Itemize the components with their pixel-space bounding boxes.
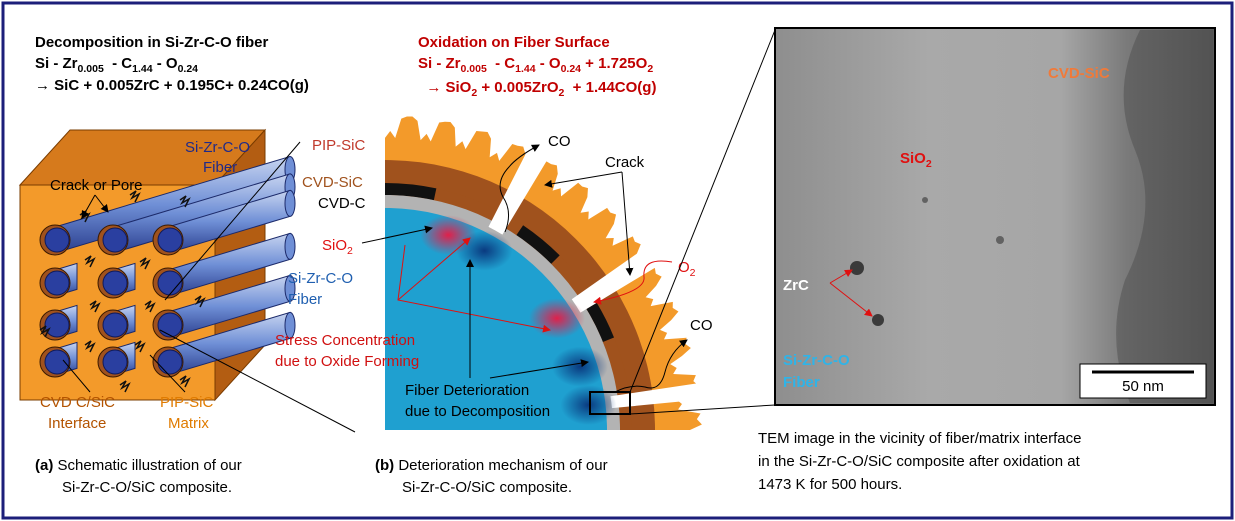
label: Crack (605, 154, 645, 171)
fiber-face (158, 350, 182, 374)
label: Si-Zr-C-O (288, 270, 353, 287)
label: CVD-SiC (302, 174, 363, 191)
subscript: 0.24 (561, 63, 582, 75)
subscript: 0.005 (461, 63, 487, 75)
heading: Oxidation on Fiber Surface (418, 34, 610, 51)
label: Si-Zr-C-O (185, 139, 250, 156)
fiber-face (45, 313, 69, 337)
label: Si-Zr-C-O (783, 352, 850, 369)
fiber-end (285, 190, 295, 216)
text-part: → SiO (418, 79, 472, 96)
text-part: - O (536, 55, 561, 72)
fiber-face (45, 350, 69, 374)
text-part: Deterioration mechanism of our (398, 457, 607, 474)
reaction: → SiC + 0.005ZrC + 0.195C+ 0.24CO(g) (35, 77, 309, 94)
caption: Si-Zr-C-O/SiC composite. (402, 479, 572, 496)
fiber-face (158, 313, 182, 337)
formula: Si - Zr0.005 - C1.44 - O0.24 (35, 55, 198, 75)
text-part: + 1.44CO(g) (564, 79, 656, 96)
text-part: (b) (375, 457, 394, 474)
text-part: SiO (322, 237, 347, 254)
label: CO (548, 133, 571, 150)
heading: Decomposition in Si-Zr-C-O fiber (35, 34, 268, 51)
label: Matrix (168, 415, 209, 432)
text-part: Si - Zr (418, 55, 461, 72)
label: PIP-SiC (160, 394, 214, 411)
text-part: (a) (35, 457, 53, 474)
label: SiO2 (322, 237, 353, 257)
formula: Si - Zr0.005 - C1.44 - O0.24 + 1.725O2 (418, 55, 653, 75)
text-part: + 1.725O (581, 55, 648, 72)
fiber-face (158, 228, 182, 252)
subscript: 2 (690, 267, 696, 279)
oxide-spot (529, 298, 585, 338)
tem-particle (996, 236, 1004, 244)
figure: Decomposition in Si-Zr-C-O fiber Si - Zr… (0, 0, 1235, 521)
tem-particle (872, 314, 884, 326)
label: Interface (48, 415, 106, 432)
caption: (a) Schematic illustration of our (35, 457, 242, 474)
label: ZrC (783, 277, 809, 294)
scale-label: 50 nm (1122, 378, 1164, 395)
label: CVD-C (318, 195, 366, 212)
text-part: Si - Zr (35, 55, 78, 72)
label: due to Decomposition (405, 403, 550, 420)
fiber-face (45, 271, 69, 295)
text-part: Schematic illustration of our (58, 457, 242, 474)
reaction: → SiO2 + 0.005ZrO2 + 1.44CO(g) (418, 79, 656, 99)
label: CVD-SiC (1048, 65, 1110, 82)
decomposition-spot (456, 231, 512, 271)
label: Crack or Pore (50, 177, 143, 194)
label: Fiber Deterioration (405, 382, 529, 399)
caption: 1473 K for 500 hours. (758, 476, 902, 493)
label: PIP-SiC (312, 137, 366, 154)
fiber-face (158, 271, 182, 295)
fiber-face (45, 228, 69, 252)
text-part: - C (104, 55, 132, 72)
subscript: 2 (647, 63, 653, 75)
label: due to Oxide Forming (275, 353, 419, 370)
fiber-face (103, 350, 127, 374)
label: CVD C/SiC (40, 394, 115, 411)
caption: TEM image in the vicinity of fiber/matri… (758, 430, 1081, 447)
label: Fiber (203, 159, 237, 176)
subscript: 0.005 (78, 63, 104, 75)
tem-particle (922, 197, 928, 203)
label: Fiber (783, 374, 820, 391)
label: CO (690, 317, 713, 334)
text-part: - C (487, 55, 515, 72)
fiber-face (103, 228, 127, 252)
text-part: - O (153, 55, 178, 72)
text-part: + 0.005ZrO (477, 79, 559, 96)
caption: (b) Deterioration mechanism of our (375, 457, 608, 474)
label: Stress Concentration (275, 332, 415, 349)
subscript: 1.44 (515, 63, 536, 75)
text-part: SiO (900, 150, 926, 167)
caption: Si-Zr-C-O/SiC composite. (62, 479, 232, 496)
fiber-end (285, 233, 295, 259)
label: O2 (678, 259, 696, 279)
caption: in the Si-Zr-C-O/SiC composite after oxi… (758, 453, 1081, 470)
label: Fiber (288, 291, 322, 308)
fiber-face (103, 313, 127, 337)
fiber-face (103, 271, 127, 295)
subscript: 0.24 (178, 63, 199, 75)
subscript: 2 (347, 245, 353, 257)
tem-particle (850, 261, 864, 275)
subscript: 2 (926, 158, 932, 170)
subscript: 1.44 (132, 63, 153, 75)
